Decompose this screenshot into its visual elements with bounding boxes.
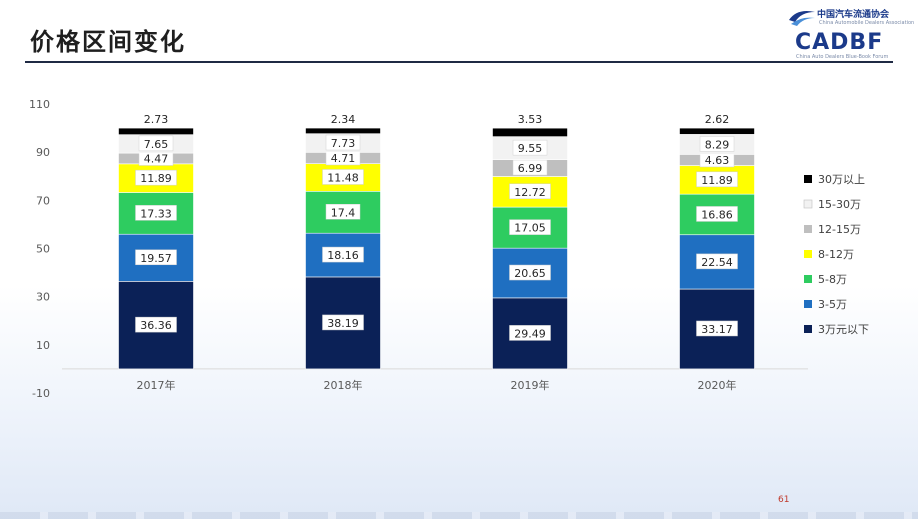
data-label-box	[699, 136, 735, 152]
data-label-box	[696, 171, 738, 188]
data-label: 6.99	[518, 162, 543, 175]
data-label: 17.4	[331, 206, 356, 219]
data-label: 2.73	[144, 113, 169, 126]
y-tick-label: 70	[36, 194, 50, 207]
data-label: 7.73	[331, 137, 356, 150]
bar-segment	[118, 127, 194, 135]
data-label: 16.86	[701, 208, 733, 221]
legend-swatch	[804, 325, 812, 333]
data-label: 36.36	[140, 319, 172, 332]
data-label: 2.62	[705, 113, 730, 126]
data-label-box	[696, 320, 738, 337]
data-label: 4.47	[144, 152, 169, 165]
legend-label: 30万以上	[818, 173, 865, 186]
data-label: 18.16	[327, 249, 359, 262]
legend-swatch	[804, 175, 812, 183]
legend-swatch	[803, 199, 813, 209]
x-tick-label: 2018年	[324, 378, 363, 392]
data-label: 19.57	[140, 252, 172, 265]
legend-label: 3万元以下	[818, 323, 869, 336]
data-label-box	[138, 135, 174, 152]
data-label: 17.33	[140, 207, 172, 220]
data-label: 8.29	[705, 138, 730, 151]
data-label-box	[512, 139, 548, 156]
y-tick-label: 50	[36, 243, 50, 256]
x-tick-label: 2020年	[698, 378, 737, 392]
data-label-box	[322, 169, 364, 185]
page-number: 61	[778, 495, 790, 505]
data-label-box	[696, 206, 738, 222]
bar-segment	[679, 127, 755, 135]
data-label-box	[509, 183, 551, 200]
data-label-box	[509, 325, 551, 341]
data-label-box	[135, 249, 177, 266]
data-label: 2.34	[331, 113, 356, 126]
logo-subtitle: China Auto Dealers Blue-Book Forum	[796, 54, 889, 60]
y-tick-label: 90	[36, 146, 50, 159]
data-label-box	[509, 264, 551, 281]
logo-en-text: China Automobile Dealers Association	[819, 20, 915, 26]
legend-label: 3-5万	[818, 298, 847, 311]
data-label: 4.63	[705, 154, 730, 167]
data-label-box	[509, 219, 551, 235]
logo-cn-text: 中国汽车流通协会	[817, 10, 890, 20]
data-label: 38.19	[327, 317, 359, 330]
legend-swatch	[804, 225, 812, 233]
title-divider	[25, 61, 893, 63]
y-tick-label: 30	[36, 291, 50, 304]
data-label: 11.89	[140, 172, 172, 185]
logo-swoosh-icon	[789, 11, 815, 26]
data-label: 17.05	[514, 222, 546, 235]
x-tick-label: 2019年	[511, 378, 550, 392]
legend-label: 12-15万	[818, 223, 861, 236]
data-label: 11.48	[327, 171, 359, 184]
data-label-box	[512, 159, 548, 176]
logo-wordmark: CADBF	[795, 30, 884, 55]
data-label-box	[322, 314, 364, 331]
data-label: 4.71	[331, 152, 356, 165]
cadbf-logo: 中国汽车流通协会 China Automobile Dealers Associ…	[785, 4, 915, 62]
bar-segment	[679, 288, 755, 370]
bar-segment	[492, 127, 568, 137]
data-label: 3.53	[518, 113, 543, 126]
data-label-box	[325, 134, 361, 151]
bar-segment	[305, 127, 381, 134]
data-label-box	[322, 246, 364, 263]
y-tick-label: 110	[29, 98, 50, 111]
data-label-box	[135, 316, 177, 333]
data-label: 12.72	[514, 186, 546, 199]
x-tick-label: 2017年	[137, 378, 176, 392]
data-label-box	[135, 169, 177, 186]
data-label: 11.89	[701, 174, 733, 187]
y-tick-label: 10	[36, 339, 50, 352]
data-label: 22.54	[701, 256, 733, 269]
legend-swatch	[804, 275, 812, 283]
data-label: 9.55	[518, 142, 543, 155]
page-title: 价格区间变化	[30, 28, 186, 56]
data-label: 33.17	[701, 323, 733, 336]
data-label-box	[696, 253, 738, 270]
footer-band	[0, 512, 918, 519]
data-label: 20.65	[514, 267, 546, 280]
legend-swatch	[804, 300, 812, 308]
legend-label: 8-12万	[818, 248, 854, 261]
legend-label: 15-30万	[818, 198, 861, 211]
y-tick-label: -10	[32, 387, 50, 400]
data-label: 7.65	[144, 138, 169, 151]
data-label: 29.49	[514, 327, 546, 340]
legend-label: 5-8万	[818, 273, 847, 286]
legend-swatch	[804, 250, 812, 258]
data-label-box	[325, 204, 361, 220]
data-label-box	[135, 205, 177, 221]
